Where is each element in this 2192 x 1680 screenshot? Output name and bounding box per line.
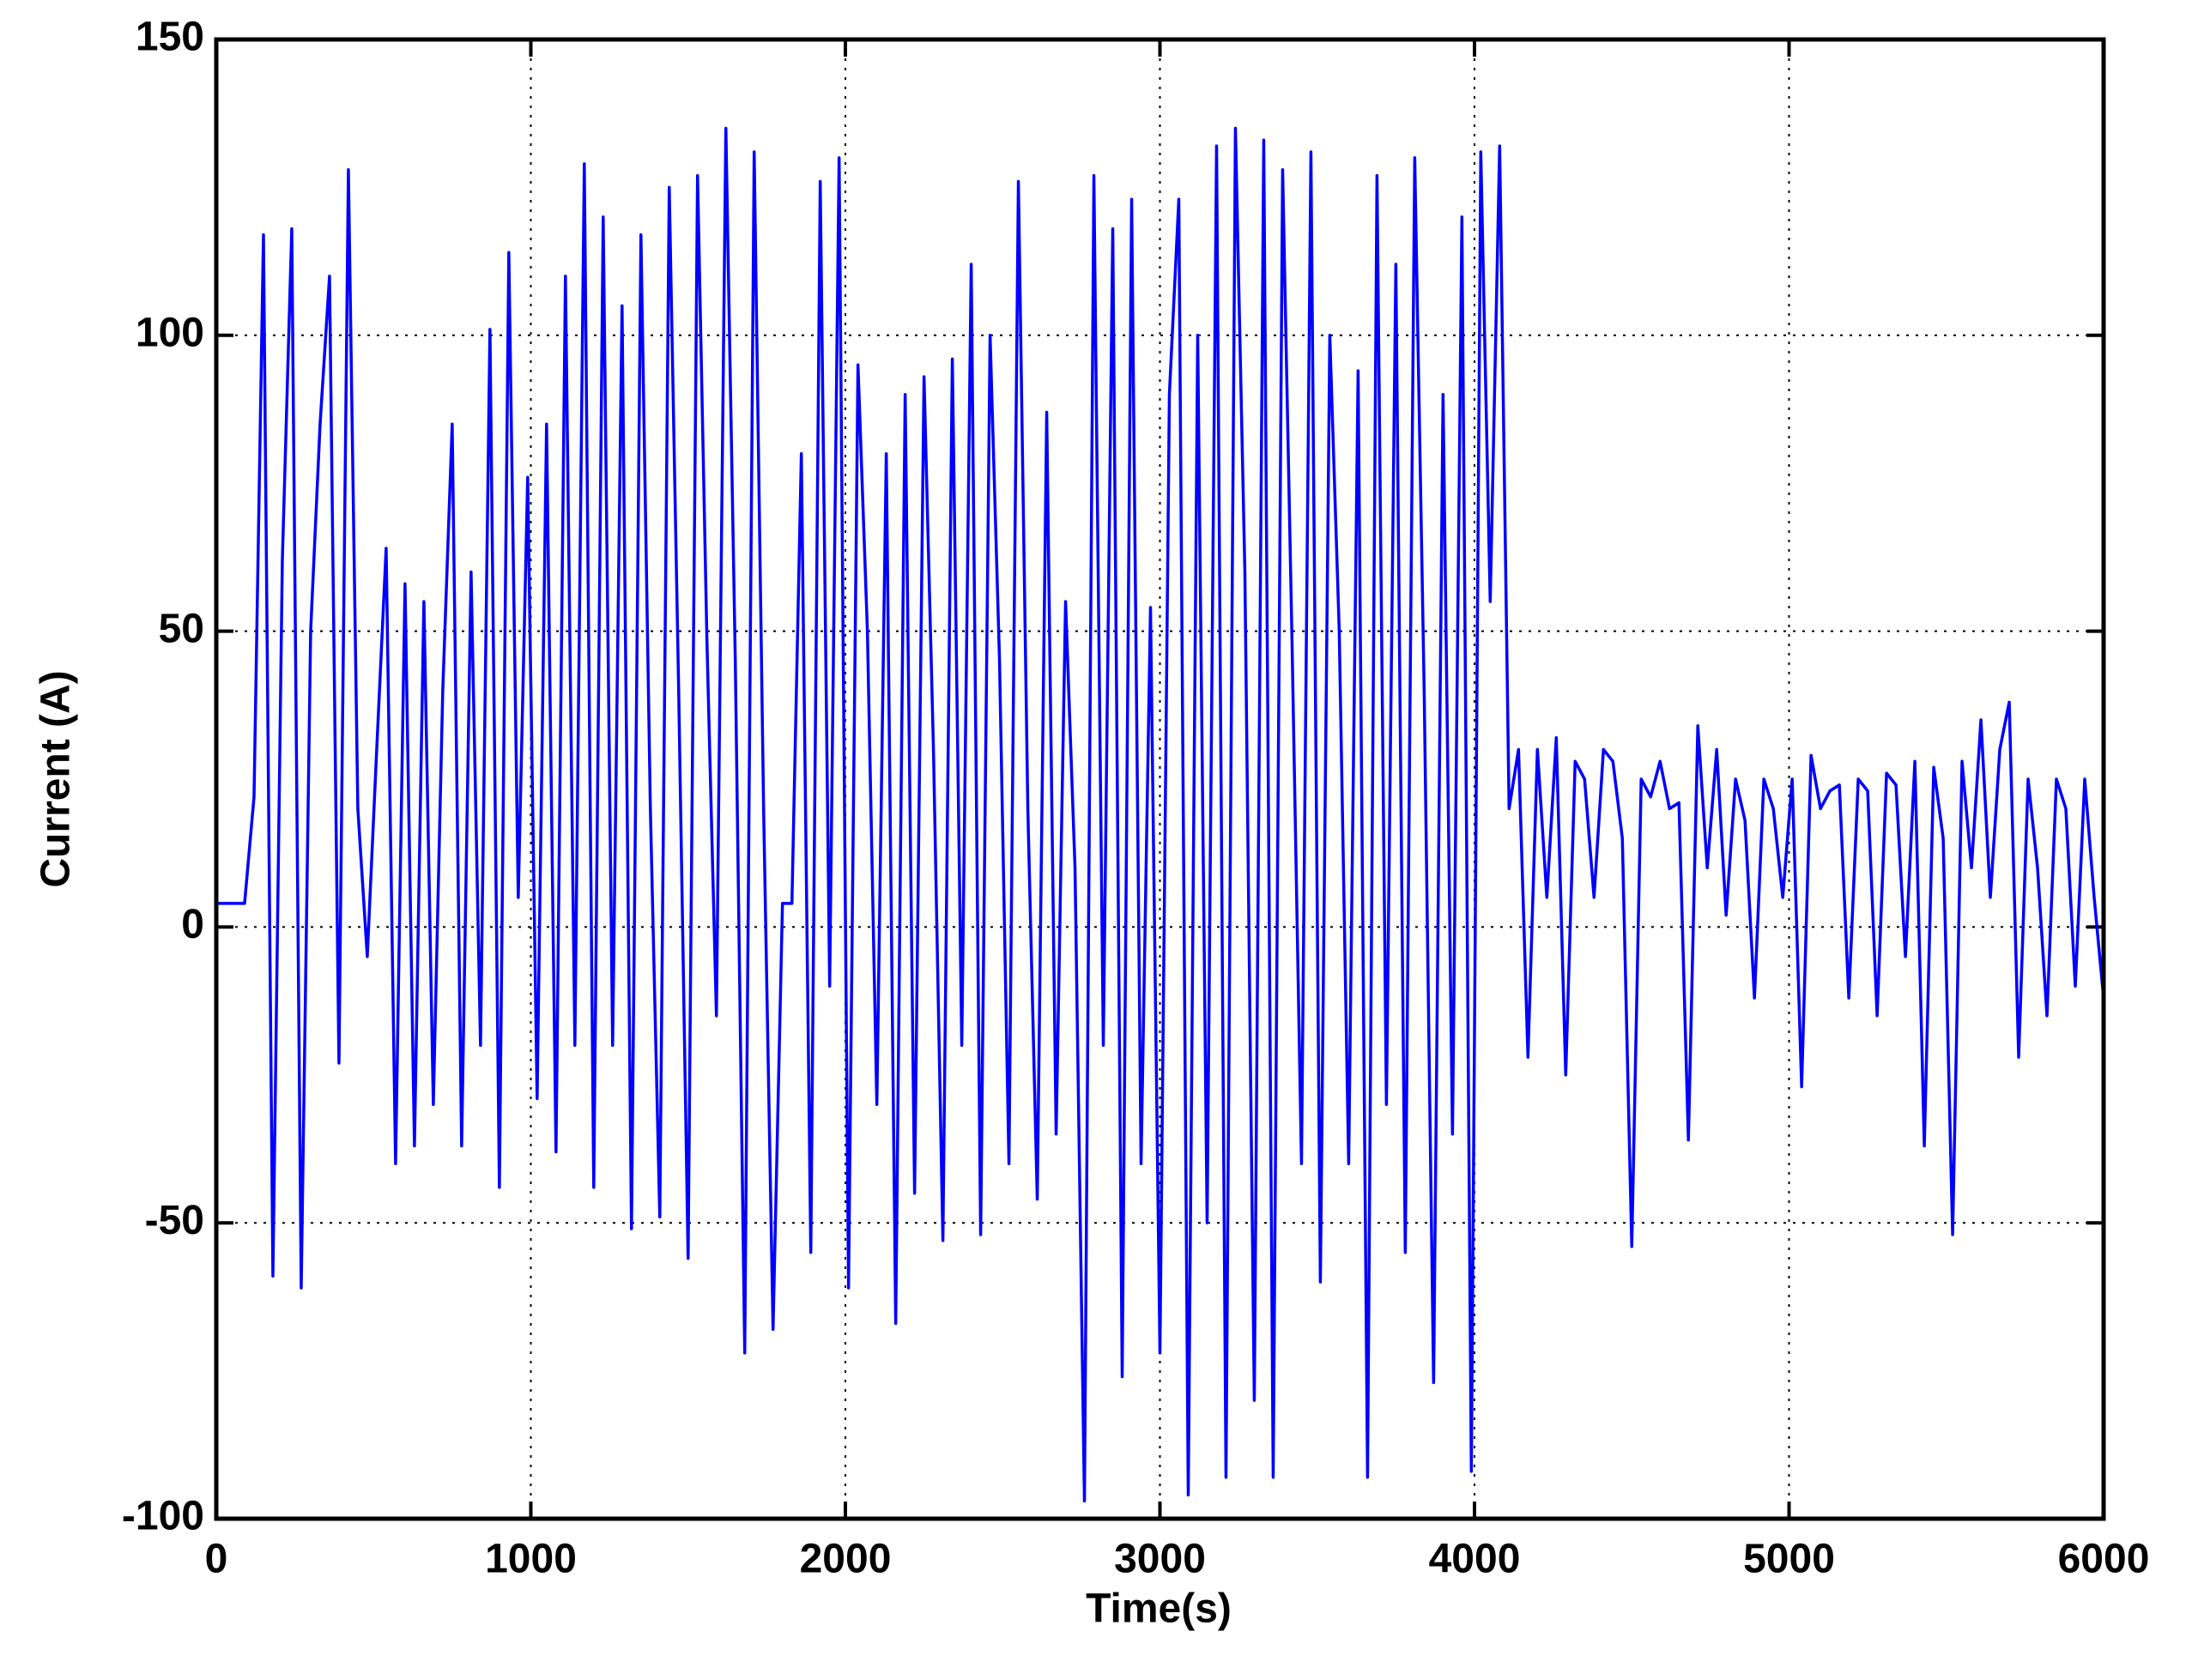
y-tick-label: 100 bbox=[136, 310, 204, 355]
x-axis-label: Time(s) bbox=[1086, 1586, 1232, 1632]
y-axis-label: Current (A) bbox=[33, 670, 79, 887]
x-tick-label: 6000 bbox=[2058, 1537, 2150, 1582]
data-line bbox=[216, 126, 2105, 1503]
y-tick-label: -50 bbox=[145, 1198, 204, 1243]
y-tick-label: 50 bbox=[159, 606, 204, 651]
y-tick-label: 150 bbox=[136, 15, 204, 60]
x-tick-label: 5000 bbox=[1743, 1537, 1835, 1582]
y-tick-label: -100 bbox=[122, 1494, 204, 1539]
x-tick-label: 2000 bbox=[800, 1537, 892, 1582]
x-tick-label: 0 bbox=[205, 1537, 228, 1582]
x-tick-label: 3000 bbox=[1114, 1537, 1206, 1582]
x-tick-label: 4000 bbox=[1429, 1537, 1521, 1582]
x-tick-label: 1000 bbox=[485, 1537, 577, 1582]
y-tick-label: 0 bbox=[181, 902, 204, 947]
plot-frame bbox=[214, 37, 2106, 1521]
